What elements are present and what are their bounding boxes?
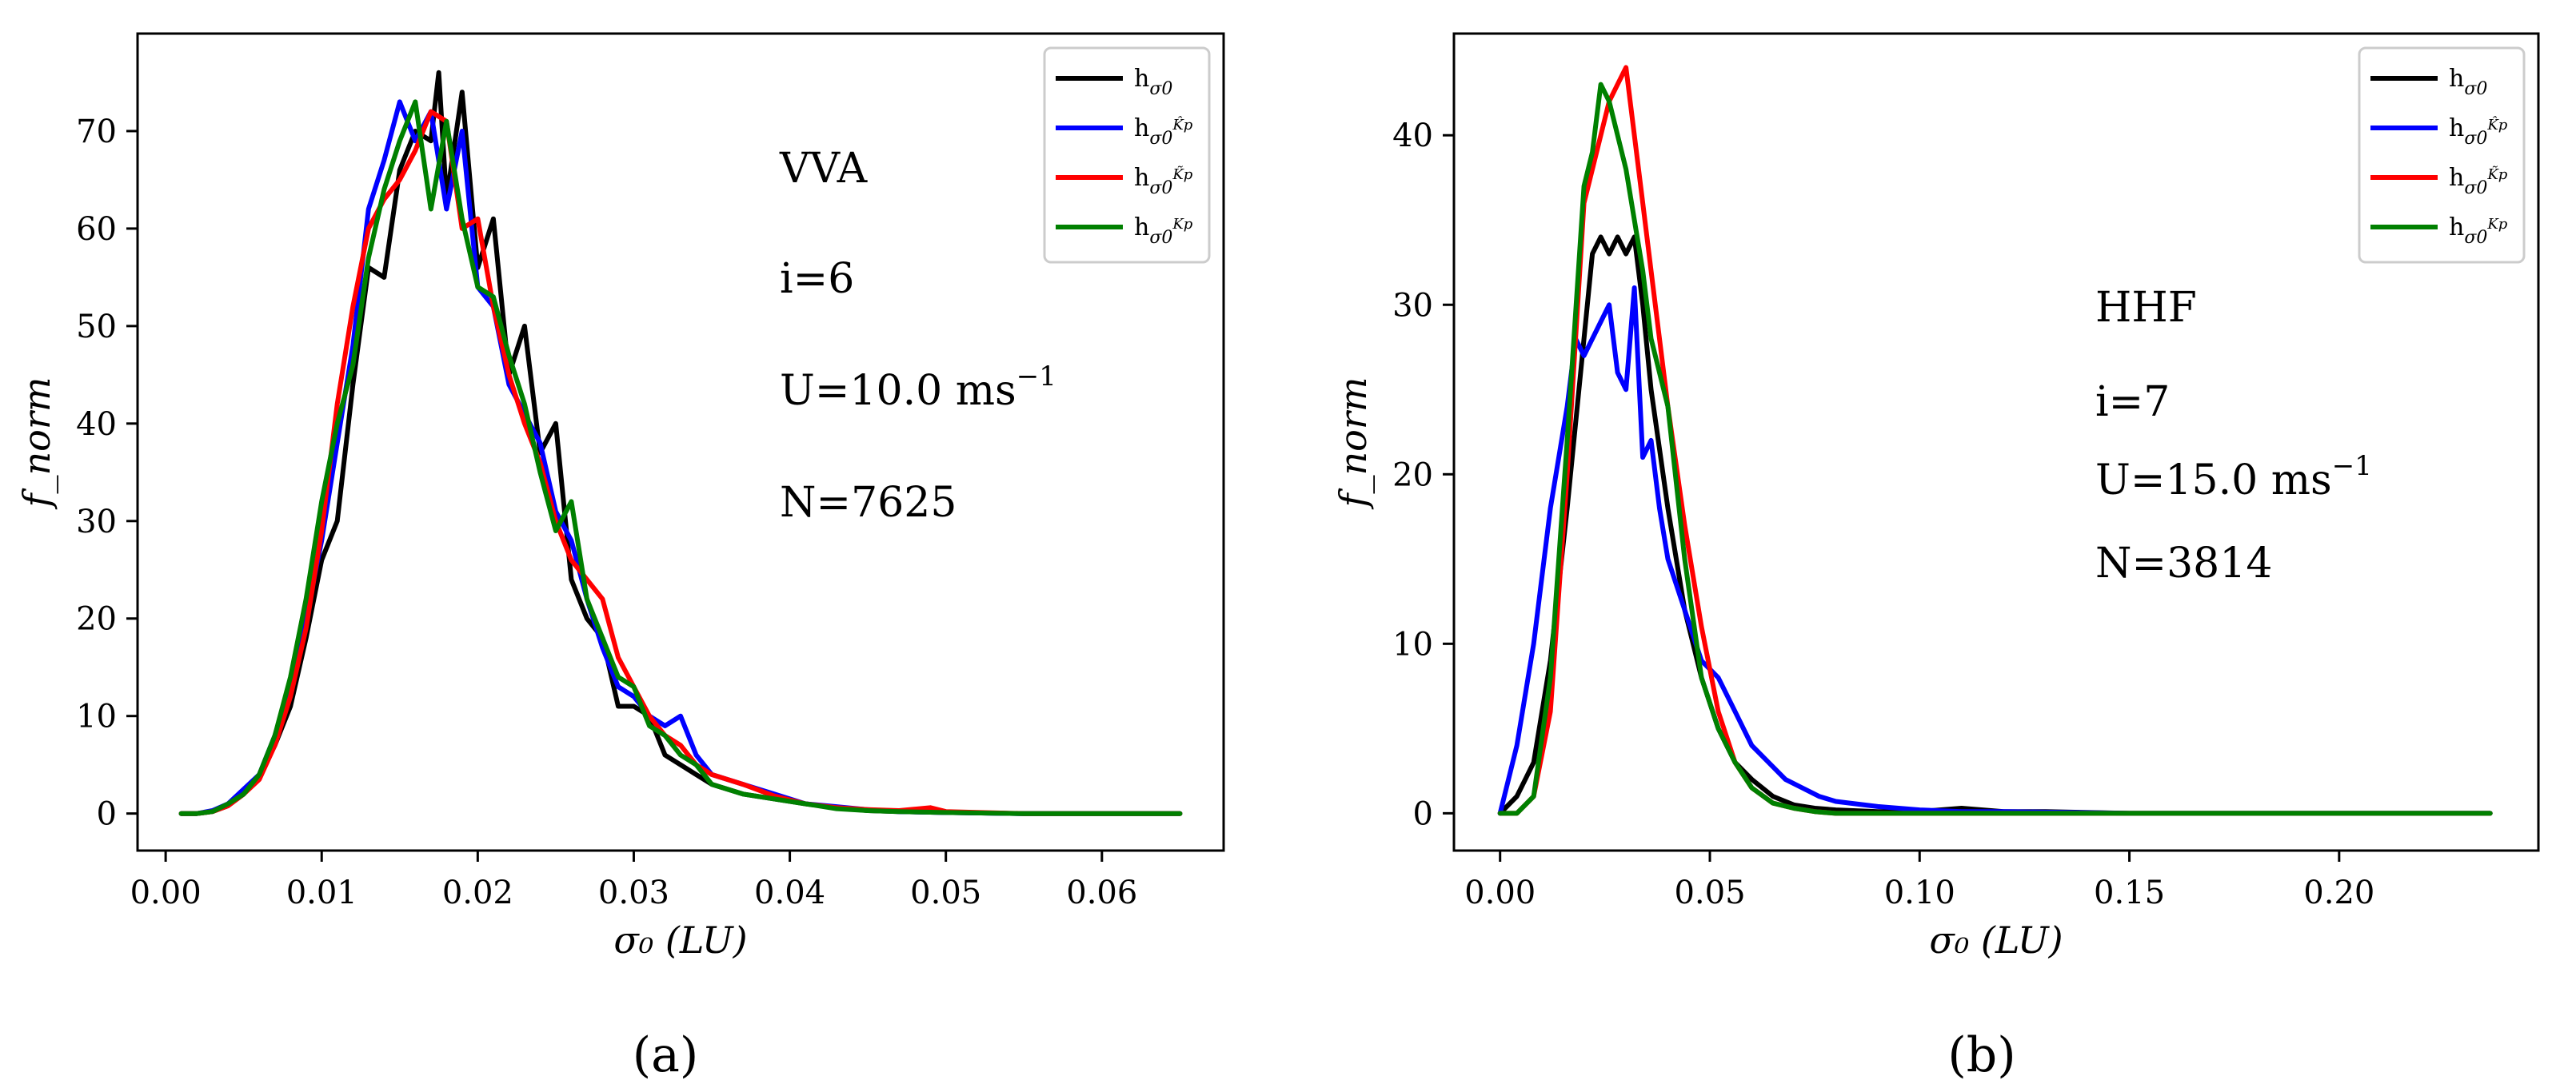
y-tick-label: 0 [97, 796, 117, 833]
series-lines-b [1497, 65, 2493, 816]
annotation-dataset-b: HHF [2095, 284, 2197, 332]
x-ticks-a: 0.00 0.01 0.02 0.03 0.04 0.05 0.06 [130, 851, 1137, 911]
y-tick-label: 30 [76, 504, 117, 540]
x-tick-label: 0.03 [598, 875, 669, 911]
y-tick-label: 30 [1392, 287, 1433, 324]
legend-a: hσ0 hσ0K̂p hσ0K̃p hσ0Kp [1043, 46, 1211, 264]
annotation-index-b: i=7 [2095, 378, 2170, 426]
y-tick-label: 60 [76, 211, 117, 248]
annotation-wind-a: U=10.0 ms−1 [780, 361, 1056, 415]
annotation-count-a: N=7625 [780, 479, 957, 527]
subfigure-label-b: (b) [1947, 1027, 2015, 1083]
y-tick-label: 0 [1413, 795, 1433, 832]
y-ticks-a: 0 10 20 30 40 50 60 70 [76, 114, 138, 833]
y-axis-label-b: f_norm [1332, 377, 1375, 510]
series-line-b-2 [1497, 285, 2493, 816]
chart-panel-b: 0.00 0.05 0.10 0.15 0.20 0 10 20 30 40 σ₀ (LU) f… [1332, 32, 2540, 1083]
x-axis-label-a: σ₀ (LU) [613, 919, 747, 962]
y-tick-label: 20 [1392, 456, 1433, 493]
x-ticks-b: 0.00 0.05 0.10 0.15 0.20 [1464, 851, 2374, 911]
annotation-dataset-a: VVA [779, 145, 869, 193]
legend-entry: hσ0K̃p [2449, 164, 2508, 198]
chart-panel-a: 0.00 0.01 0.02 0.03 0.04 0.05 0.06 0 10 20 30 40 50… [15, 32, 1225, 1083]
series-line-b-1 [1497, 234, 2493, 816]
y-tick-label: 40 [1392, 118, 1433, 154]
x-tick-label: 0.10 [1884, 875, 1955, 911]
legend-entry: hσ0 [1134, 65, 1172, 99]
legend-entry: hσ0Kp [1134, 213, 1193, 248]
y-tick-label: 50 [76, 309, 117, 345]
y-tick-label: 40 [76, 406, 117, 443]
x-tick-label: 0.04 [754, 875, 825, 911]
legend-entry: hσ0 [2449, 65, 2487, 99]
plot-frame-b [1452, 32, 2540, 852]
legend-entry: hσ0K̂p [1134, 114, 1193, 149]
x-tick-label: 0.05 [910, 875, 981, 911]
y-axis-label-a: f_norm [15, 377, 58, 510]
plot-frame-a [136, 32, 1225, 852]
x-tick-label: 0.00 [1464, 875, 1536, 911]
subfigure-label-a: (a) [633, 1027, 699, 1083]
annotation-index-a: i=6 [780, 255, 854, 303]
annotation-wind-b: U=15.0 ms−1 [2095, 450, 2372, 504]
y-tick-label: 70 [76, 114, 117, 150]
y-ticks-b: 0 10 20 30 40 [1392, 118, 1454, 832]
x-tick-label: 0.01 [286, 875, 357, 911]
annotations-a: VVA i=6 U=10.0 ms−1 N=7625 [779, 145, 1056, 527]
y-tick-label: 20 [76, 601, 117, 638]
x-tick-label: 0.15 [2094, 875, 2165, 911]
x-tick-label: 0.20 [2303, 875, 2374, 911]
x-tick-label: 0.00 [130, 875, 202, 911]
legend-entry: hσ0K̃p [1134, 164, 1193, 198]
legend-b: hσ0 hσ0K̂p hσ0K̃p hσ0Kp [2358, 46, 2526, 264]
x-tick-label: 0.06 [1066, 875, 1137, 911]
legend-frame [1043, 46, 1211, 264]
legend-entry: hσ0K̂p [2449, 114, 2508, 149]
series-line-b-4 [1497, 82, 2493, 816]
legend-entry: hσ0Kp [2449, 213, 2508, 248]
y-tick-label: 10 [76, 699, 117, 735]
annotation-count-b: N=3814 [2095, 540, 2272, 588]
series-line-a-4 [178, 99, 1183, 816]
x-tick-label: 0.02 [442, 875, 513, 911]
y-tick-label: 10 [1392, 626, 1433, 663]
annotations-b: HHF i=7 U=15.0 ms−1 N=3814 [2095, 284, 2372, 588]
legend-frame [2358, 46, 2526, 264]
x-tick-label: 0.05 [1674, 875, 1745, 911]
x-axis-label-b: σ₀ (LU) [1929, 919, 2063, 962]
series-lines-a [178, 70, 1183, 816]
